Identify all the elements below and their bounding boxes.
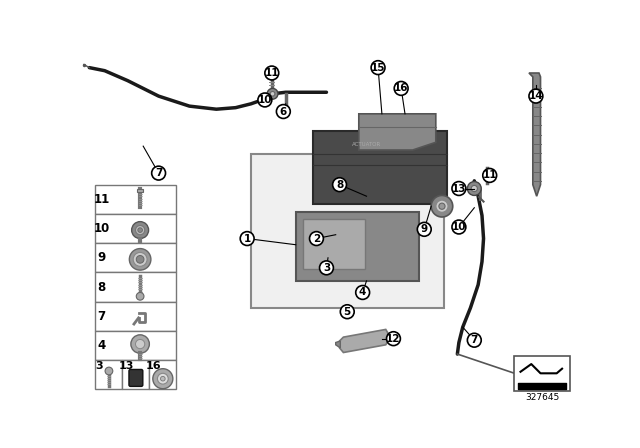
Text: 3: 3 [323,263,330,273]
Text: 11: 11 [483,170,497,181]
Text: 1: 1 [244,233,251,244]
Bar [515,356,570,391]
Text: 14: 14 [529,91,543,101]
Bar [95,302,176,331]
Text: 7: 7 [97,310,106,323]
Text: 10: 10 [93,222,109,235]
Circle shape [319,261,333,275]
Polygon shape [529,73,541,196]
Circle shape [310,232,323,246]
Circle shape [105,367,113,375]
Circle shape [483,168,497,182]
Text: 7: 7 [470,335,478,345]
Circle shape [153,369,173,389]
Circle shape [371,60,385,74]
Text: 12: 12 [386,334,401,344]
Text: 6: 6 [280,107,287,116]
Text: 13: 13 [452,184,466,194]
Circle shape [431,195,452,217]
Circle shape [467,333,481,347]
Circle shape [270,91,275,96]
Circle shape [333,178,346,192]
Bar [95,272,176,302]
Circle shape [132,222,148,238]
Bar [149,360,176,389]
Circle shape [394,82,408,95]
Text: 15: 15 [371,63,385,73]
Circle shape [387,332,401,345]
Bar [303,220,365,269]
Circle shape [136,293,144,300]
Circle shape [356,285,369,299]
Bar [312,131,447,204]
Polygon shape [340,329,388,353]
Text: 327645: 327645 [525,393,559,402]
Polygon shape [359,114,436,150]
Circle shape [157,373,168,384]
Circle shape [267,88,278,99]
Circle shape [439,203,445,209]
Circle shape [436,200,448,212]
FancyBboxPatch shape [129,370,143,386]
Circle shape [152,166,166,180]
FancyBboxPatch shape [269,68,275,72]
Text: ACTUATOR: ACTUATOR [352,142,381,147]
Text: 4: 4 [97,339,106,352]
Bar [95,360,122,389]
Circle shape [452,181,466,195]
Circle shape [529,89,543,103]
Bar [95,185,176,214]
Text: 8: 8 [97,280,106,293]
Text: 11: 11 [264,68,279,78]
Text: 8: 8 [336,180,343,190]
Text: 5: 5 [344,307,351,317]
Circle shape [417,222,431,236]
Circle shape [240,232,254,246]
Circle shape [471,185,477,192]
Circle shape [131,335,149,353]
Circle shape [265,66,279,80]
Polygon shape [336,341,340,348]
Bar [95,214,176,243]
Bar [95,243,176,272]
Text: 10: 10 [452,222,466,232]
Circle shape [136,255,144,263]
Circle shape [452,220,466,234]
Text: 9: 9 [420,224,428,234]
Circle shape [136,225,145,235]
Bar [137,189,143,192]
Circle shape [276,104,291,118]
Bar [296,211,419,281]
Text: 9: 9 [97,251,106,264]
Circle shape [129,249,151,270]
Text: 10: 10 [258,95,272,105]
Circle shape [467,181,481,195]
Text: 7: 7 [155,168,163,178]
Bar [95,331,176,360]
Text: 2: 2 [313,233,320,244]
Text: 13: 13 [118,362,134,371]
Text: 16: 16 [145,362,161,371]
Circle shape [258,93,272,107]
Bar [122,360,149,389]
Text: 3: 3 [95,362,103,371]
Circle shape [161,376,165,381]
Circle shape [340,305,354,319]
Text: 11: 11 [93,193,109,206]
Circle shape [136,340,145,349]
Text: 16: 16 [394,83,408,94]
Circle shape [138,228,143,233]
Bar [251,154,444,308]
Text: 4: 4 [359,288,366,297]
Circle shape [133,252,147,266]
